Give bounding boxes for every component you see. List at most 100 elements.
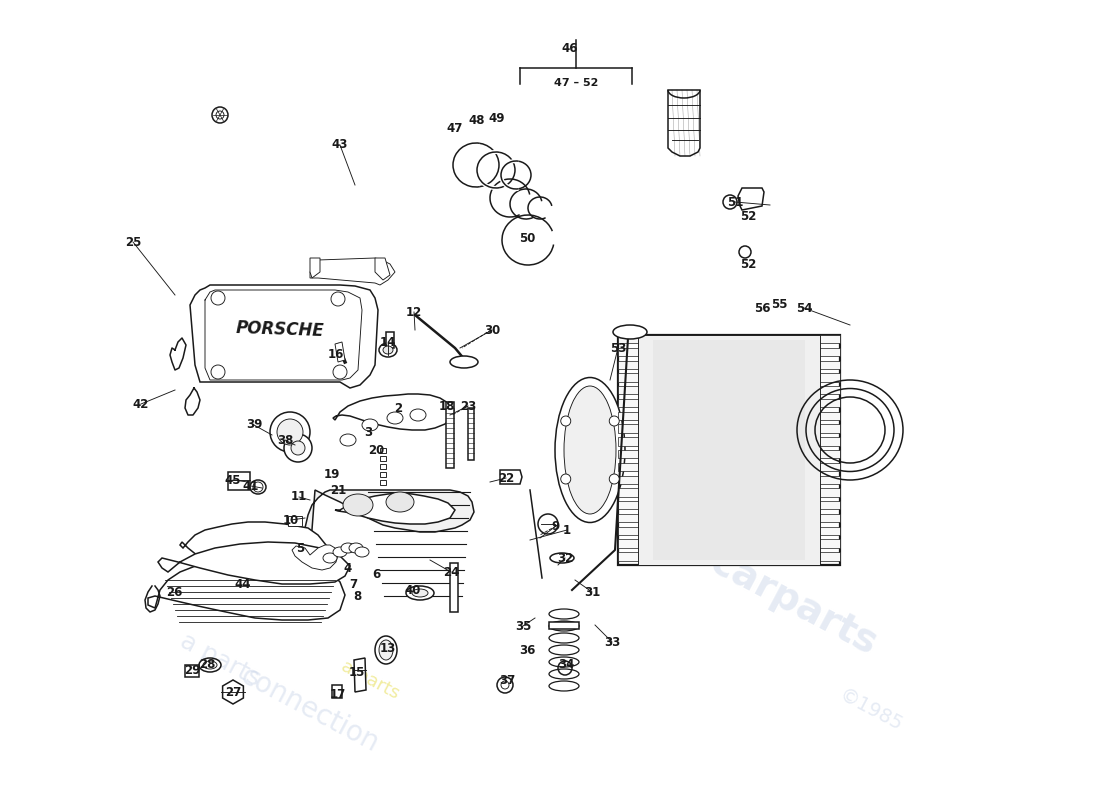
Text: ©1985: ©1985	[835, 686, 905, 734]
Bar	[653, 340, 805, 560]
Circle shape	[561, 416, 571, 426]
Polygon shape	[446, 402, 454, 468]
Circle shape	[609, 474, 619, 484]
Text: 15: 15	[349, 666, 365, 678]
Polygon shape	[336, 342, 345, 362]
Text: 51: 51	[727, 195, 744, 209]
Text: 21: 21	[330, 483, 346, 497]
Text: 53: 53	[609, 342, 626, 354]
Polygon shape	[618, 475, 840, 484]
Polygon shape	[618, 399, 840, 407]
Ellipse shape	[204, 661, 217, 669]
Polygon shape	[336, 493, 455, 524]
Text: 31: 31	[584, 586, 601, 598]
Ellipse shape	[355, 547, 368, 557]
Ellipse shape	[362, 419, 378, 431]
Text: 16: 16	[328, 349, 344, 362]
Ellipse shape	[340, 434, 356, 446]
Polygon shape	[618, 374, 840, 382]
Polygon shape	[618, 462, 840, 471]
Circle shape	[277, 419, 302, 445]
Circle shape	[211, 365, 226, 379]
Polygon shape	[379, 456, 386, 461]
Bar	[288, 516, 302, 526]
Text: 6: 6	[372, 567, 381, 581]
Text: 38: 38	[277, 434, 294, 446]
Text: eurocarparts: eurocarparts	[616, 497, 883, 663]
Ellipse shape	[406, 586, 434, 600]
Ellipse shape	[349, 543, 363, 553]
Ellipse shape	[386, 492, 414, 512]
Circle shape	[284, 434, 312, 462]
Circle shape	[331, 292, 345, 306]
Polygon shape	[618, 450, 840, 458]
Text: 42: 42	[133, 398, 150, 410]
Ellipse shape	[343, 494, 373, 516]
Polygon shape	[375, 258, 390, 280]
Text: 12: 12	[406, 306, 422, 318]
Text: 8: 8	[353, 590, 361, 603]
Polygon shape	[618, 501, 840, 510]
Text: 40: 40	[405, 583, 421, 597]
Ellipse shape	[333, 547, 346, 557]
Ellipse shape	[450, 356, 478, 368]
Text: 47: 47	[447, 122, 463, 134]
Text: 32: 32	[557, 551, 573, 565]
Ellipse shape	[613, 325, 647, 339]
Text: 24: 24	[443, 566, 459, 578]
Polygon shape	[618, 539, 840, 548]
Circle shape	[333, 365, 346, 379]
Text: 36: 36	[519, 643, 536, 657]
Text: PORSCHE: PORSCHE	[235, 319, 324, 341]
Text: 43: 43	[332, 138, 349, 151]
Polygon shape	[296, 490, 474, 582]
Circle shape	[211, 291, 226, 305]
Text: 37: 37	[499, 674, 515, 686]
Bar	[185, 665, 199, 677]
Polygon shape	[190, 285, 378, 388]
Text: 35: 35	[515, 619, 531, 633]
Polygon shape	[468, 408, 474, 460]
Circle shape	[723, 195, 737, 209]
Polygon shape	[618, 514, 840, 522]
Polygon shape	[450, 563, 458, 612]
Polygon shape	[618, 526, 840, 535]
Polygon shape	[310, 258, 320, 278]
Polygon shape	[333, 394, 454, 430]
Text: 44: 44	[234, 578, 251, 591]
Text: connection: connection	[236, 662, 384, 758]
Ellipse shape	[564, 386, 616, 514]
Text: a parts: a parts	[176, 629, 264, 691]
Text: 50: 50	[519, 231, 536, 245]
Polygon shape	[332, 685, 342, 698]
Ellipse shape	[383, 346, 393, 354]
Text: 1: 1	[563, 523, 571, 537]
Polygon shape	[148, 558, 345, 620]
Ellipse shape	[550, 553, 574, 563]
Text: 48: 48	[469, 114, 485, 127]
Text: 7: 7	[349, 578, 358, 591]
Text: 10: 10	[283, 514, 299, 526]
Circle shape	[739, 246, 751, 258]
Bar	[228, 472, 250, 490]
Circle shape	[538, 514, 558, 534]
Polygon shape	[386, 332, 394, 348]
Polygon shape	[292, 545, 338, 570]
Text: 19: 19	[323, 469, 340, 482]
Polygon shape	[618, 552, 840, 561]
Polygon shape	[180, 522, 330, 580]
Bar	[549, 622, 579, 629]
Polygon shape	[618, 361, 840, 369]
Text: 25: 25	[124, 235, 141, 249]
Polygon shape	[310, 258, 395, 285]
Polygon shape	[379, 464, 386, 469]
Ellipse shape	[556, 378, 625, 522]
Circle shape	[292, 441, 305, 455]
Text: 28: 28	[199, 658, 216, 671]
Text: 14: 14	[379, 335, 396, 349]
Ellipse shape	[387, 412, 403, 424]
Ellipse shape	[375, 636, 397, 664]
Text: 45: 45	[224, 474, 241, 486]
Polygon shape	[618, 386, 840, 394]
Text: 3: 3	[364, 426, 372, 438]
